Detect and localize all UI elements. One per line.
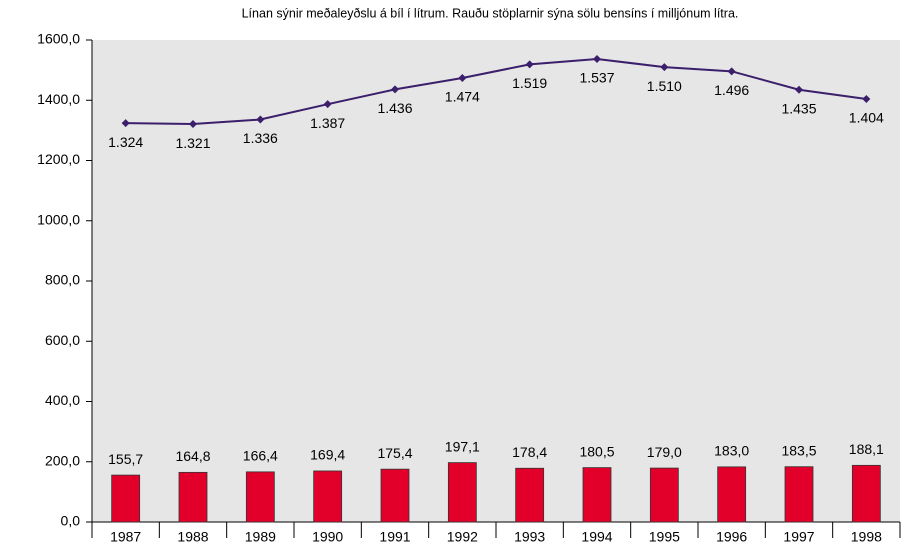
y-tick-label: 400,0: [45, 392, 80, 408]
line-point: [660, 63, 669, 72]
x-tick-label: 1995: [649, 529, 680, 545]
line-label: 1.510: [647, 78, 682, 94]
bar-label: 178,4: [512, 444, 547, 460]
bar: [649, 467, 679, 523]
bar-label: 197,1: [445, 438, 480, 454]
x-tick-label: 1990: [312, 529, 343, 545]
line-label: 1.435: [781, 100, 816, 116]
x-tick-label: 1987: [110, 529, 141, 545]
x-tick-label: 1998: [851, 529, 882, 545]
line-point: [323, 100, 332, 109]
line-label: 1.537: [579, 70, 614, 86]
bar-label: 155,7: [108, 451, 143, 467]
bar-label: 188,1: [849, 441, 884, 457]
bar-label: 169,4: [310, 447, 345, 463]
line-label: 1.496: [714, 82, 749, 98]
x-tick-label: 1992: [447, 529, 478, 545]
x-tick-label: 1996: [716, 529, 747, 545]
y-tick-label: 600,0: [45, 332, 80, 348]
bar: [851, 464, 881, 523]
line-point: [862, 95, 871, 104]
bar-label: 175,4: [377, 445, 412, 461]
bar-label: 179,0: [647, 444, 682, 460]
chart-title: Línan sýnir meðaleyðslu á bíl í lítrum. …: [242, 6, 739, 20]
line-point: [391, 85, 399, 94]
bar: [515, 467, 545, 523]
bar-label: 183,5: [781, 442, 816, 458]
bar-label: 164,8: [175, 448, 210, 464]
y-tick-label: 1400,0: [37, 91, 80, 107]
bar-label: 166,4: [243, 448, 278, 464]
line-label: 1.436: [377, 100, 412, 116]
y-tick-label: 0,0: [61, 513, 81, 529]
x-tick-label: 1991: [379, 529, 410, 545]
line-point: [593, 54, 601, 63]
y-tick-label: 1600,0: [37, 31, 80, 47]
line-point: [727, 67, 736, 76]
line-label: 1.324: [108, 134, 143, 150]
y-tick-label: 800,0: [45, 272, 80, 288]
bar: [784, 466, 814, 523]
line: [125, 57, 867, 126]
bar: [245, 471, 275, 523]
bar: [447, 462, 477, 523]
x-tick-label: 1989: [245, 529, 276, 545]
y-tick-label: 200,0: [45, 452, 80, 468]
line-label: 1.387: [310, 115, 345, 131]
y-tick-label: 1200,0: [37, 151, 80, 167]
line-point: [525, 60, 534, 69]
line-point: [256, 115, 265, 124]
bar: [380, 468, 410, 523]
line-point: [795, 85, 803, 94]
line-label: 1.474: [445, 89, 480, 105]
line-label: 1.321: [175, 135, 210, 151]
line-label: 1.336: [243, 130, 278, 146]
line-point: [121, 119, 130, 128]
bar-label: 180,5: [579, 443, 614, 459]
y-tick-label: 1000,0: [37, 211, 80, 227]
line-point: [189, 120, 197, 129]
bar: [111, 474, 141, 523]
line-point: [458, 73, 467, 82]
x-tick-label: 1994: [581, 529, 612, 545]
x-tick-label: 1997: [783, 529, 814, 545]
x-tick-label: 1988: [177, 529, 208, 545]
line-label: 1.404: [849, 110, 884, 126]
bar: [178, 471, 208, 523]
plot-area: [92, 40, 900, 522]
bar: [717, 466, 747, 523]
bar: [582, 467, 612, 523]
x-tick-label: 1993: [514, 529, 545, 545]
line-label: 1.519: [512, 75, 547, 91]
bar-label: 183,0: [714, 443, 749, 459]
bar: [313, 470, 343, 523]
